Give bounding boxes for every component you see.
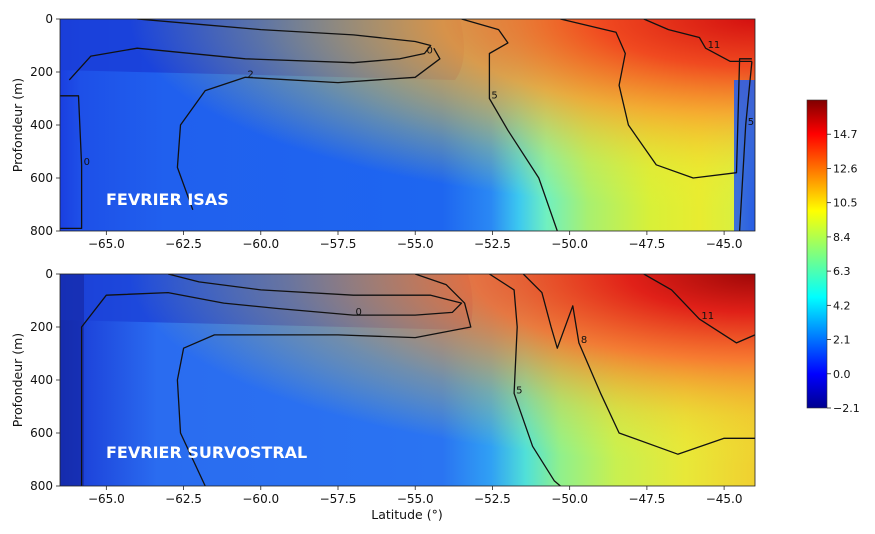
contour-label: 5 (491, 91, 497, 102)
contour-line-2 (176, 47, 441, 211)
y-tick-label: 600 (30, 426, 53, 440)
x-tick-label: −47.5 (628, 492, 665, 506)
colorbar-tick-label: −2.1 (833, 402, 860, 415)
x-tick-label: −65.0 (88, 492, 125, 506)
contour-line-5 (461, 19, 558, 231)
colorbar-tick-label: 14.7 (833, 128, 858, 141)
x-axis-isas: −65.0 −62.5 −60.0 −57.5 −55.0 −52.5 −50.0 −47.5… (88, 231, 743, 251)
y-tick-label: 800 (30, 479, 53, 493)
x-tick-label: −45.0 (706, 237, 743, 251)
x-tick-label: −50.0 (551, 237, 588, 251)
contour-label: 2 (247, 69, 253, 80)
panel-label-isas: FEVRIER ISAS (106, 190, 229, 209)
x-tick-label: −45.0 (706, 492, 743, 506)
x-tick-label: −62.5 (165, 237, 202, 251)
panel-isas: 0 0 2 5 11 5 FEVRIER ISAS −65.0 −62.5 −60.0 −57.… (10, 12, 756, 251)
contour-line-2 (176, 274, 472, 486)
colorbar-tick-label: 2.1 (833, 334, 851, 347)
x-tick-label: −55.0 (397, 492, 434, 506)
contour-label: 0 (84, 157, 90, 168)
x-tick-label: −65.0 (88, 237, 125, 251)
x-tick-label: −57.5 (320, 492, 357, 506)
y-tick-label: 200 (30, 65, 53, 79)
contour-label: 11 (701, 311, 714, 322)
colorbar-tick-label: 0.0 (833, 368, 851, 381)
y-tick-label: 400 (30, 118, 53, 132)
y-axis-title-survostral: Profondeur (m) (10, 333, 25, 427)
y-axis-survostral: 0 200 400 600 800 (30, 267, 60, 493)
y-axis-isas: 0 200 400 600 800 (30, 12, 60, 238)
y-tick-label: 0 (45, 267, 53, 281)
contour-label: 0 (426, 45, 432, 56)
contour-line-11 (643, 274, 755, 344)
heatmap-field-isas (60, 19, 755, 231)
contour-label: 5 (516, 385, 522, 396)
y-tick-label: 0 (45, 12, 53, 26)
contours-survostral: 0 5 8 11 (80, 274, 755, 486)
colorbar-tick-label: 12.6 (833, 162, 858, 175)
contour-line-8 (560, 19, 752, 179)
x-tick-label: −47.5 (628, 237, 665, 251)
x-tick-label: −62.5 (165, 492, 202, 506)
y-tick-label: 200 (30, 320, 53, 334)
colorbar-tick-label: 6.3 (833, 265, 851, 278)
panel-label-survostral: FEVRIER SURVOSTRAL (106, 443, 307, 462)
contour-line-0 (68, 19, 432, 81)
x-tick-label: −57.5 (320, 237, 357, 251)
colorbar-tick-label: 8.4 (833, 231, 851, 244)
x-tick-label: −52.5 (474, 237, 511, 251)
x-tick-label: −52.5 (474, 492, 511, 506)
contour-line-5 (738, 61, 753, 231)
x-axis-title: Latitude (°) (371, 507, 442, 522)
x-tick-label: −55.0 (397, 237, 434, 251)
x-tick-label: −50.0 (551, 492, 588, 506)
contour-line-0 (80, 274, 463, 486)
contour-label: 8 (581, 335, 587, 346)
x-tick-label: −60.0 (242, 237, 279, 251)
colorbar-tick-label: 10.5 (833, 197, 858, 210)
colorbar-gradient (806, 99, 828, 409)
contour-line-11 (643, 19, 752, 63)
contours-isas: 0 0 2 5 11 5 (60, 19, 754, 231)
contour-line-0 (60, 95, 83, 230)
contour-line-5 (489, 274, 561, 486)
contour-label: 11 (708, 40, 721, 51)
y-axis-title-isas: Profondeur (m) (10, 78, 25, 172)
x-axis-survostral: −65.0 −62.5 −60.0 −57.5 −55.0 −52.5 −50.0 −47.5… (88, 486, 743, 506)
contour-label: 0 (355, 307, 361, 318)
x-tick-label: −60.0 (242, 492, 279, 506)
colorbar: 14.7 12.6 10.5 8.4 6.3 4.2 2.1 0.0 −2.1 (806, 99, 860, 415)
colorbar-tick-label: 4.2 (833, 299, 851, 312)
contour-label: 5 (748, 117, 754, 128)
colorbar-ticks: 14.7 12.6 10.5 8.4 6.3 4.2 2.1 0.0 −2.1 (827, 128, 860, 415)
y-tick-label: 400 (30, 373, 53, 387)
y-tick-label: 800 (30, 224, 53, 238)
contour-line-8 (522, 274, 755, 455)
panel-survostral: 0 5 8 11 FEVRIER SURVOSTRAL −65.0 −62.5 −60.0… (10, 267, 756, 522)
y-tick-label: 600 (30, 171, 53, 185)
heatmap-field-survostral (60, 274, 755, 486)
